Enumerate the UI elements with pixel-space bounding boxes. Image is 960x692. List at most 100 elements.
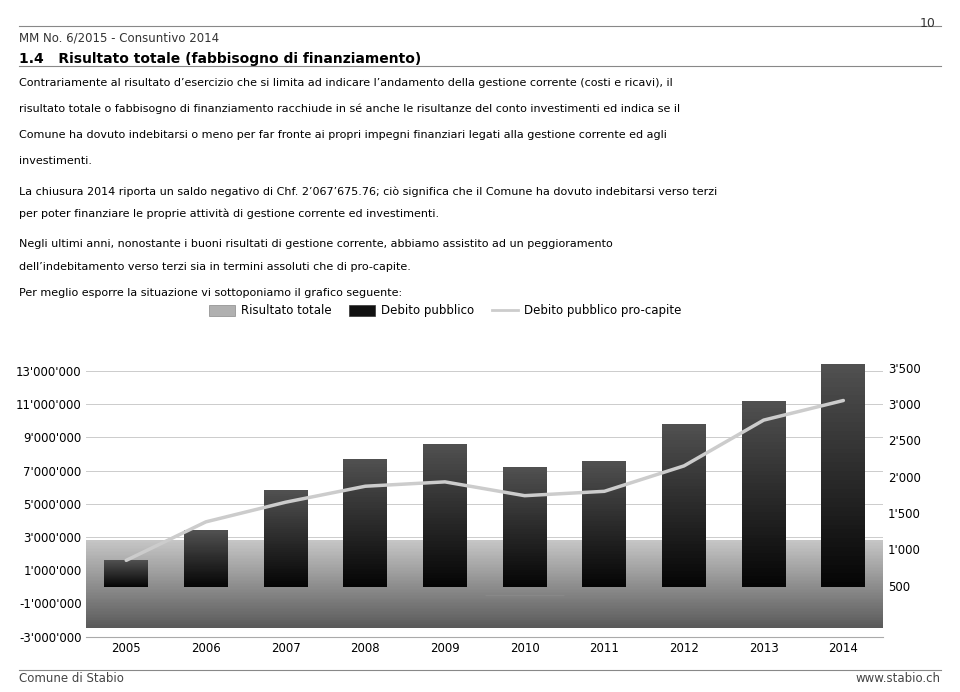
Bar	[503, 467, 546, 470]
Bar	[264, 525, 307, 527]
Bar	[662, 476, 706, 480]
Legend: Risultato totale, Debito pubblico, Debito pubblico pro-capite: Risultato totale, Debito pubblico, Debit…	[204, 300, 685, 322]
Bar	[264, 494, 307, 496]
Bar	[662, 482, 706, 486]
Bar	[662, 447, 706, 450]
Bar	[264, 545, 307, 547]
Bar	[344, 464, 387, 466]
Bar	[822, 426, 865, 431]
Bar	[503, 493, 546, 496]
Bar	[184, 544, 228, 545]
Bar	[184, 545, 228, 546]
Text: Comune ha dovuto indebitarsi o meno per far fronte ai propri impegni finanziari : Comune ha dovuto indebitarsi o meno per …	[19, 130, 667, 140]
Bar	[503, 470, 546, 472]
Bar	[662, 577, 706, 581]
Bar	[742, 509, 785, 512]
Bar	[184, 580, 228, 581]
Text: Contrariamente al risultato d’esercizio che si limita ad indicare l’andamento de: Contrariamente al risultato d’esercizio …	[19, 78, 673, 87]
Bar	[503, 539, 546, 541]
Bar	[583, 559, 626, 562]
Bar	[184, 558, 228, 560]
Bar	[344, 564, 387, 566]
Bar	[822, 453, 865, 457]
Bar	[822, 484, 865, 489]
Bar	[662, 480, 706, 482]
Text: 10: 10	[920, 17, 936, 30]
Bar	[344, 505, 387, 507]
Bar	[822, 574, 865, 578]
Bar	[662, 567, 706, 570]
Bar	[423, 552, 467, 556]
Bar	[742, 453, 785, 457]
Bar	[662, 457, 706, 460]
Bar	[503, 532, 546, 534]
Bar	[264, 567, 307, 570]
Bar	[583, 567, 626, 569]
Bar	[662, 430, 706, 434]
Bar	[822, 578, 865, 583]
Bar	[344, 495, 387, 498]
Bar	[742, 435, 785, 438]
Bar	[662, 450, 706, 453]
Bar	[742, 464, 785, 468]
Bar	[184, 562, 228, 563]
Bar	[423, 490, 467, 493]
Bar	[423, 470, 467, 473]
Bar	[264, 506, 307, 508]
Bar	[662, 489, 706, 493]
Bar	[423, 447, 467, 450]
Bar	[264, 491, 307, 493]
Bar	[264, 521, 307, 523]
Bar	[742, 468, 785, 471]
Bar	[822, 382, 865, 387]
Bar	[264, 502, 307, 504]
Bar	[344, 569, 387, 572]
Bar	[423, 455, 467, 458]
Bar	[742, 583, 785, 587]
Bar	[344, 484, 387, 487]
Bar	[583, 509, 626, 511]
Bar	[583, 574, 626, 576]
Bar	[742, 460, 785, 464]
Bar	[344, 543, 387, 546]
Bar	[344, 466, 387, 469]
Bar	[583, 506, 626, 509]
Bar	[583, 461, 626, 463]
Bar	[662, 466, 706, 470]
Bar	[583, 564, 626, 567]
Bar	[662, 516, 706, 518]
Bar	[662, 470, 706, 473]
Bar	[423, 501, 467, 504]
Bar	[822, 525, 865, 529]
Bar	[822, 480, 865, 484]
Bar	[822, 400, 865, 404]
Bar	[742, 505, 785, 509]
Bar	[184, 573, 228, 574]
Bar	[264, 575, 307, 577]
Bar	[264, 538, 307, 540]
Bar	[742, 482, 785, 486]
Bar	[662, 440, 706, 444]
Bar	[503, 527, 546, 529]
Bar	[583, 529, 626, 531]
Bar	[184, 578, 228, 579]
Bar	[583, 576, 626, 579]
Bar	[822, 516, 865, 520]
Text: Comune di Stabio: Comune di Stabio	[19, 672, 124, 684]
Bar	[264, 560, 307, 562]
Bar	[423, 536, 467, 538]
Bar	[742, 438, 785, 441]
Bar	[742, 516, 785, 520]
Bar	[583, 475, 626, 478]
Bar	[662, 434, 706, 437]
Bar	[344, 554, 387, 556]
Bar	[662, 548, 706, 551]
Bar	[503, 501, 546, 503]
Bar	[344, 584, 387, 587]
Bar	[264, 540, 307, 543]
Bar	[583, 519, 626, 521]
Bar	[264, 570, 307, 572]
Bar	[742, 542, 785, 546]
Bar	[264, 564, 307, 565]
Bar	[184, 553, 228, 554]
